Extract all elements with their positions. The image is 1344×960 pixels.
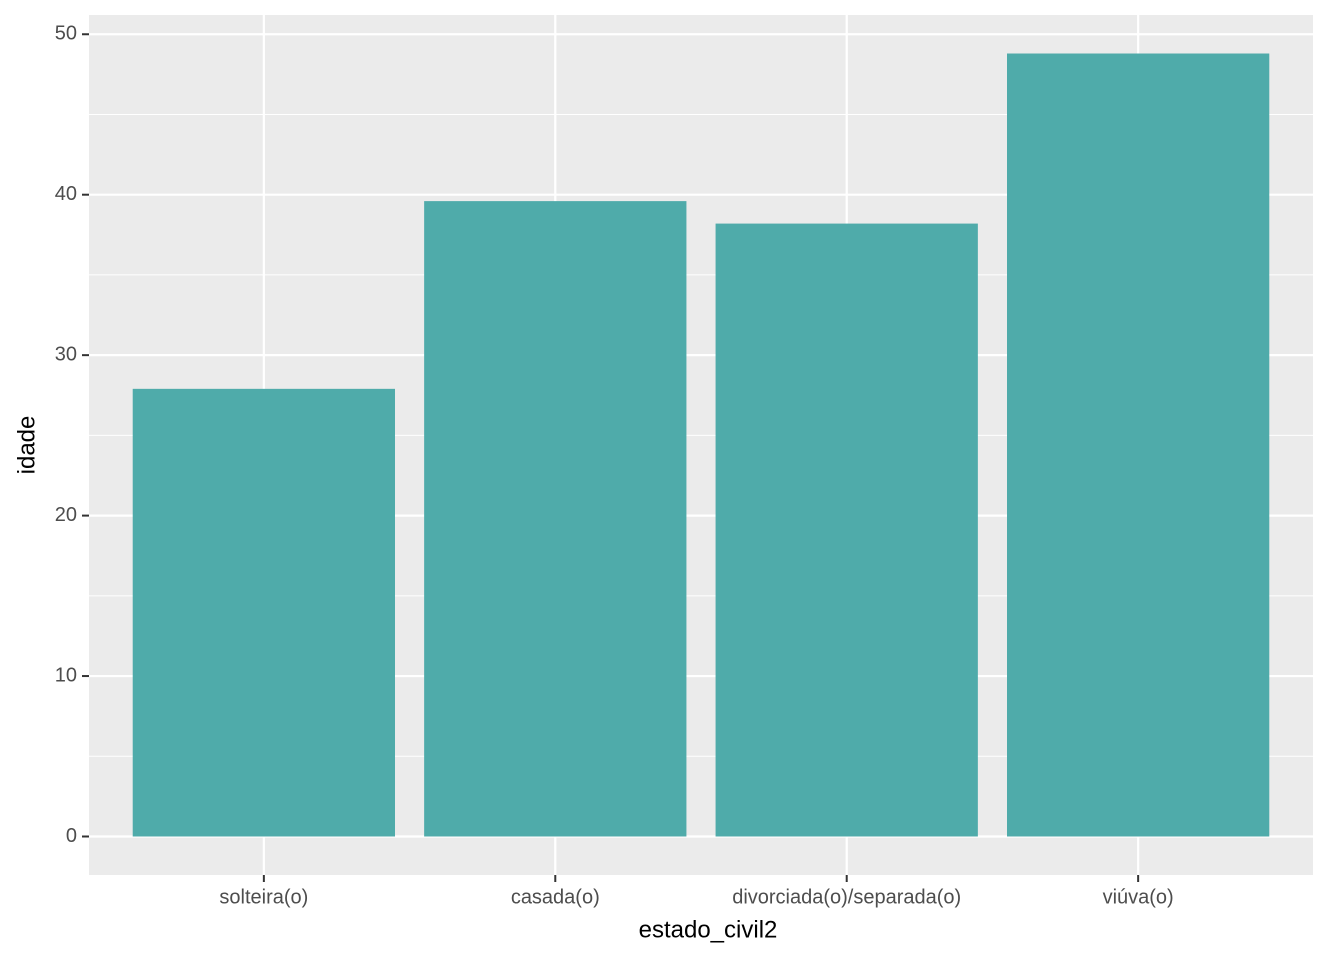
x-tick-label: solteira(o) <box>219 886 308 908</box>
bar <box>132 388 395 837</box>
bar <box>424 201 687 837</box>
y-tick-label: 50 <box>55 23 77 45</box>
y-tick-label: 30 <box>55 343 77 365</box>
x-tick-label: casada(o) <box>511 886 600 908</box>
y-tick-label: 40 <box>55 183 77 205</box>
x-axis-title: estado_civil2 <box>639 916 778 943</box>
y-axis-title: idade <box>13 416 40 475</box>
bar <box>715 223 978 837</box>
bar <box>1007 53 1270 837</box>
x-tick-label: viúva(o) <box>1103 886 1174 908</box>
y-tick-label: 20 <box>55 504 77 526</box>
x-tick-label: divorciada(o)/separada(o) <box>732 886 961 908</box>
y-tick-label: 10 <box>55 664 77 686</box>
y-tick-label: 0 <box>66 825 77 847</box>
